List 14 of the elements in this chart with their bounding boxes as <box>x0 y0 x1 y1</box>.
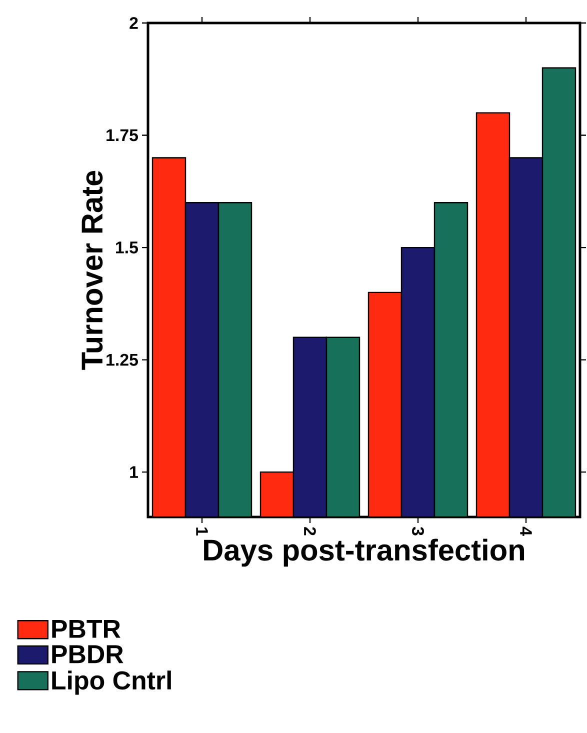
x-tick-label: 3 <box>412 526 424 536</box>
x-axis-title: Days post-transfection <box>204 538 524 567</box>
y-tick-label: 1.25 <box>106 354 138 366</box>
legend-label: Lipo Cntrl <box>52 670 172 695</box>
y-axis-title: Turnover Rate <box>82 170 103 370</box>
y-tick-label: 1.5 <box>116 242 138 254</box>
legend-label: PBTR <box>52 620 121 638</box>
x-tick-label: 2 <box>304 527 316 536</box>
x-tick-label: 4 <box>520 526 532 536</box>
legend-label: PBDR <box>52 645 124 664</box>
y-tick-label: 2 <box>130 17 138 29</box>
y-tick-label: 1.75 <box>106 129 138 142</box>
y-tick-label: 1 <box>130 466 138 478</box>
x-tick-label: 1 <box>196 528 208 536</box>
